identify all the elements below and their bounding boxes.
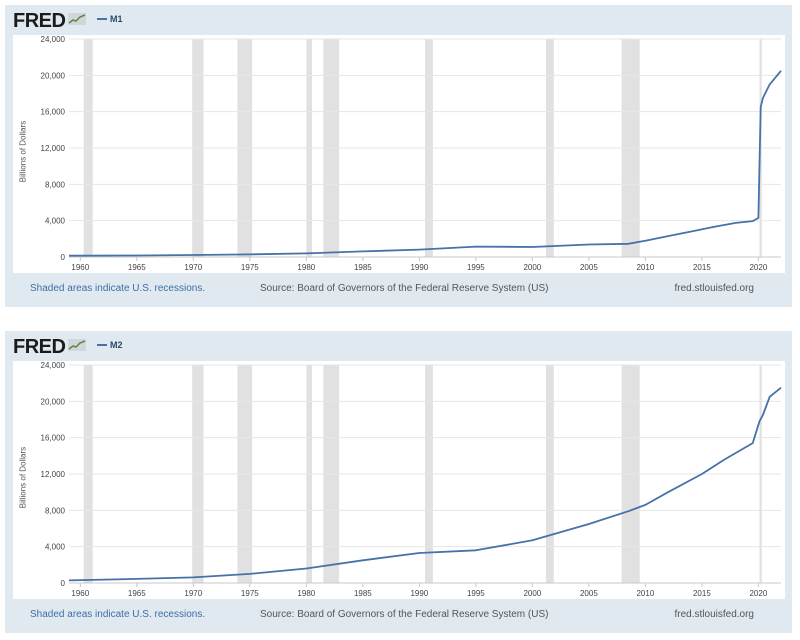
x-tick-label: 1990 xyxy=(410,589,428,598)
legend[interactable]: M2 xyxy=(97,340,123,350)
x-tick-label: 1975 xyxy=(241,263,259,272)
y-tick-label: 16,000 xyxy=(41,434,66,443)
x-tick-label: 1995 xyxy=(467,263,485,272)
x-tick-label: 2015 xyxy=(693,589,711,598)
x-tick-label: 1985 xyxy=(354,589,372,598)
x-tick-label: 1960 xyxy=(71,263,89,272)
x-tick-label: 1970 xyxy=(184,263,202,272)
legend-label: M2 xyxy=(110,340,123,350)
y-tick-label: 4,000 xyxy=(45,217,66,226)
series-line-m2[interactable] xyxy=(68,386,782,582)
y-tick-label: 8,000 xyxy=(45,180,66,189)
y-tick-label: 20,000 xyxy=(41,397,66,406)
x-tick-label: 1970 xyxy=(184,589,202,598)
x-tick-label: 1965 xyxy=(128,263,146,272)
source-text: Source: Board of Governors of the Federa… xyxy=(260,283,549,294)
y-tick-label: 4,000 xyxy=(45,543,66,552)
x-tick-label: 2015 xyxy=(693,263,711,272)
y-tick-label: 20,000 xyxy=(41,71,66,80)
recession-note-link[interactable]: Shaded areas indicate U.S. recessions. xyxy=(30,283,206,294)
y-tick-label: 0 xyxy=(61,253,66,262)
y-tick-label: 24,000 xyxy=(41,35,66,44)
x-tick-label: 2020 xyxy=(749,263,767,272)
y-tick-label: 0 xyxy=(61,579,66,588)
x-tick-label: 2000 xyxy=(523,589,541,598)
fred-logo[interactable]: FRED xyxy=(13,9,87,33)
legend-swatch xyxy=(97,18,107,20)
x-tick-label: 1995 xyxy=(467,589,485,598)
legend-swatch xyxy=(97,344,107,346)
fred-logo-text: FRED xyxy=(13,10,66,32)
y-tick-label: 16,000 xyxy=(41,108,66,117)
x-tick-label: 1990 xyxy=(410,263,428,272)
fred-logo-text: FRED xyxy=(13,336,66,358)
fred-logo[interactable]: FRED xyxy=(13,335,87,359)
x-tick-label: 2020 xyxy=(749,589,767,598)
chart-svg: 0 4,000 8,000 12,000 16,000 20,000 24,000 1960 1… xyxy=(41,35,782,272)
x-tick-label: 2005 xyxy=(580,263,598,272)
x-tick-label: 1965 xyxy=(128,589,146,598)
chart-panel-m2: FRED M2 Billions of Dollars 0 4,000 8,000 1… xyxy=(5,331,792,633)
y-tick-label: 24,000 xyxy=(41,361,66,370)
plot-area[interactable]: Billions of Dollars 0 4,000 8,000 12,000 16,… xyxy=(13,361,785,599)
recession-note-link[interactable]: Shaded areas indicate U.S. recessions. xyxy=(30,609,206,620)
legend[interactable]: M1 xyxy=(97,14,123,24)
y-tick-label: 8,000 xyxy=(45,506,66,515)
y-tick-label: 12,000 xyxy=(41,144,66,153)
legend-label: M1 xyxy=(110,14,123,24)
x-tick-label: 2000 xyxy=(523,263,541,272)
fred-url[interactable]: fred.stlouisfed.org xyxy=(674,283,755,294)
fred-url[interactable]: fred.stlouisfed.org xyxy=(674,609,755,620)
source-text: Source: Board of Governors of the Federa… xyxy=(260,609,549,620)
x-tick-label: 2005 xyxy=(580,589,598,598)
x-tick-label: 1985 xyxy=(354,263,372,272)
chart-panel-m1: FRED M1 Billions of Dollars 0 4,000 8,000 1… xyxy=(5,5,792,307)
x-tick-label: 1980 xyxy=(297,589,315,598)
x-tick-label: 1975 xyxy=(241,589,259,598)
series-line-m1[interactable] xyxy=(68,70,782,257)
y-tick-label: 12,000 xyxy=(41,470,66,479)
x-tick-label: 2010 xyxy=(636,263,654,272)
plot-area[interactable]: Billions of Dollars 0 4,000 8,000 12,000 16,… xyxy=(13,35,785,273)
x-tick-label: 2010 xyxy=(636,589,654,598)
x-tick-label: 1980 xyxy=(297,263,315,272)
fred-chart-icon xyxy=(67,12,87,31)
x-tick-label: 1960 xyxy=(71,589,89,598)
fred-chart-icon xyxy=(67,338,87,357)
chart-svg: 0 4,000 8,000 12,000 16,000 20,000 24,000 1960 1… xyxy=(41,361,782,598)
